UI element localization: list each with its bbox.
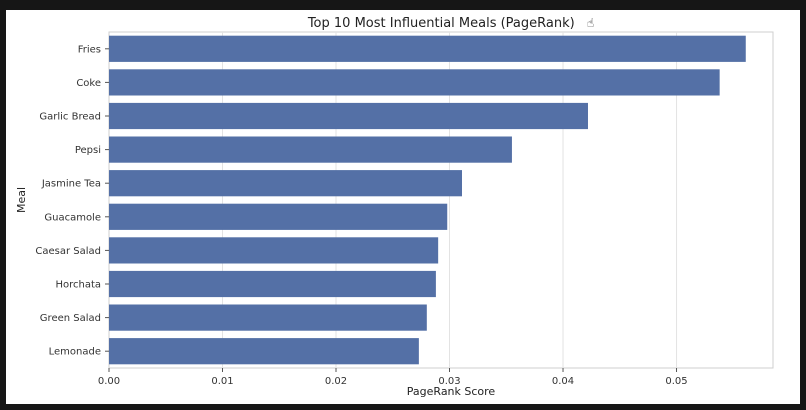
y-tick-label: Coke — [76, 78, 101, 89]
y-tick-label: Lemonade — [49, 347, 101, 358]
bar-horchata — [109, 270, 436, 298]
y-tick-label: Jasmine Tea — [41, 179, 101, 190]
x-tick-label: 0.03 — [438, 376, 460, 387]
y-tick-label: Caesar Salad — [35, 246, 101, 257]
y-tick-label: Guacamole — [44, 212, 101, 223]
x-tick-label: 0.01 — [211, 376, 233, 387]
bar-pepsi — [109, 136, 512, 163]
y-axis-label: Meal — [15, 187, 28, 213]
hand-cursor-icon: ☝ — [587, 16, 594, 30]
bar-caesar-salad — [109, 237, 439, 264]
x-tick-label: 0.04 — [552, 376, 574, 387]
bar-garlic-bread — [109, 102, 588, 130]
chart-title-text: Top 10 Most Influential Meals (PageRank) — [307, 16, 575, 31]
bar-lemonade — [109, 338, 419, 365]
bar-coke — [109, 69, 720, 96]
x-axis-label: PageRank Score — [407, 385, 496, 398]
x-tick-label: 0.05 — [665, 376, 687, 387]
bar-fries — [109, 35, 746, 62]
y-tick-label: Garlic Bread — [39, 112, 101, 123]
chart-frame: Fries Coke Garlic Bread Pepsi Jasmine Tea Gua… — [6, 10, 800, 404]
y-tick-label: Fries — [78, 44, 101, 55]
x-tick-label: 0.00 — [98, 376, 120, 387]
y-tick-label: Horchata — [55, 280, 101, 291]
bar-chart: Fries Coke Garlic Bread Pepsi Jasmine Tea Gua… — [15, 16, 774, 398]
x-tick-label: 0.02 — [325, 376, 347, 387]
y-tick-label: Green Salad — [40, 313, 101, 324]
chart-title: Top 10 Most Influential Meals (PageRank)… — [307, 16, 594, 31]
bar-jasmine-tea — [109, 170, 462, 197]
bar-guacamole — [109, 203, 448, 230]
bar-green-salad — [109, 304, 427, 331]
y-tick-label: Pepsi — [75, 145, 101, 156]
